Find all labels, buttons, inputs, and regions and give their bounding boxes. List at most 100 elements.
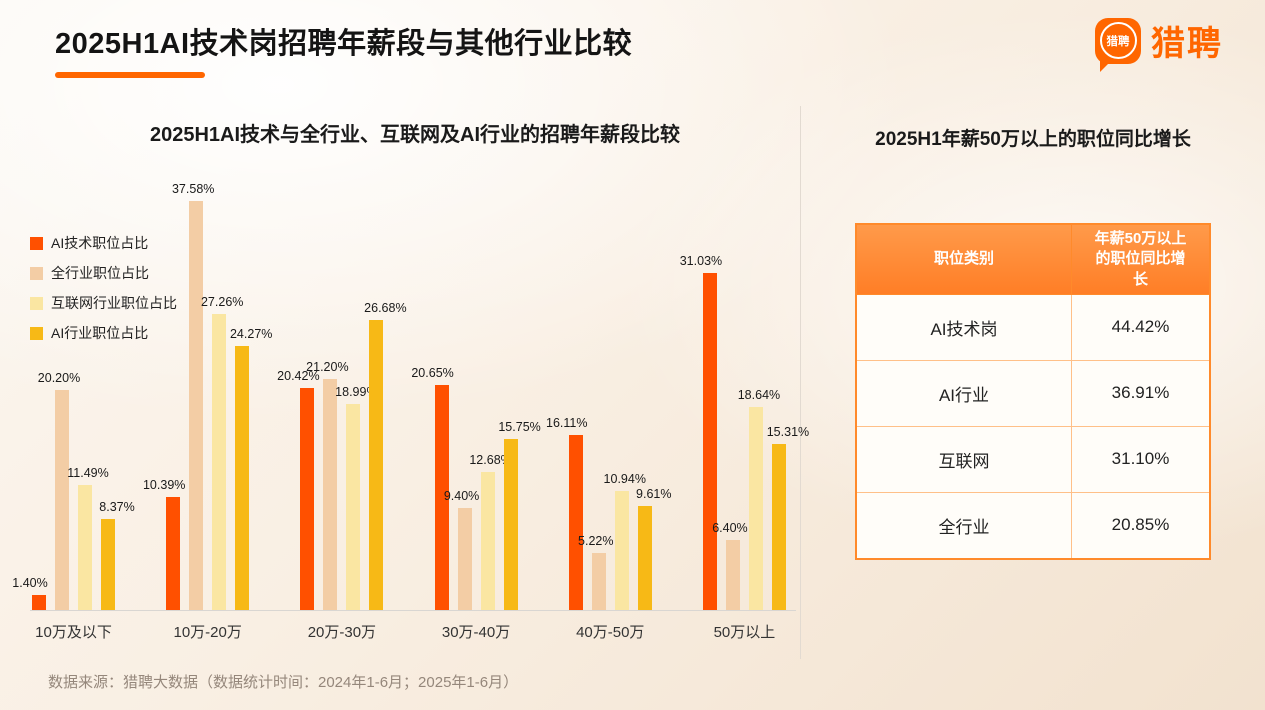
legend-item: AI技术职位占比 <box>30 233 177 253</box>
bar-series-3: 15.31% <box>767 425 809 610</box>
bar-series-2: 18.99% <box>335 385 378 610</box>
category-label: 30万-40万 <box>441 624 511 641</box>
bar-value-label: 16.11% <box>546 415 588 430</box>
bar-value-label: 31.03% <box>679 253 723 268</box>
bar-series-1: 5.22% <box>578 534 613 610</box>
legend-label: 全行业职位占比 <box>51 265 149 281</box>
bar-series-1: 9.40% <box>444 489 479 610</box>
bar-value-label: 9.40% <box>443 488 480 503</box>
category-label: 10万及以下 <box>35 624 112 641</box>
legend-swatch <box>30 296 43 310</box>
bar-value-label: 15.75% <box>498 419 541 434</box>
chart-legend: AI技术职位占比 全行业职位占比互联网行业职位占比 AI行业职位占比 <box>30 233 177 343</box>
bar-value-label: 21.20% <box>306 360 349 375</box>
bar-value-label: 20.20% <box>37 371 81 386</box>
growth-table: 职位类别 年薪50万以上的职位同比增长 AI技术岗 44.42% AI行业 36.91… <box>855 223 1211 560</box>
x-axis-line <box>30 610 796 611</box>
bar-value-label: 8.37% <box>99 500 135 514</box>
category-label: 20万-30万 <box>307 624 377 641</box>
bar-series-3: 15.75% <box>498 420 541 610</box>
bar-series-0: 31.03% <box>680 254 722 610</box>
section-divider <box>800 106 801 659</box>
row-label: AI技术岗 <box>855 293 1072 361</box>
bar-series-2: 18.64% <box>738 388 780 610</box>
logo-icon-text: 猎聘 <box>1106 35 1130 48</box>
bar-group: 31.03% 6.40% 18.64% 15.31% 50万以上 <box>680 175 809 642</box>
table-row: AI技术岗 44.42% <box>855 293 1211 361</box>
bar-value-label: 20.65% <box>411 366 454 381</box>
legend-label: AI技术职位占比 <box>51 235 149 251</box>
bar-group: 20.42% 21.20% 18.99% 26.68% 20万-30万 <box>277 175 407 642</box>
bar-series-3: 26.68% <box>364 301 407 610</box>
row-value: 36.91% <box>1071 359 1211 427</box>
chart-plot-area: 1.40% 20.20% 11.49% 8.37% 10万及以下 10.39% 37.58%… <box>12 175 809 642</box>
bar-value-label: 18.99% <box>335 384 378 399</box>
bar-value-label: 15.31% <box>766 424 810 439</box>
bar-series-3: 24.27% <box>230 327 272 610</box>
table-row: AI行业 36.91% <box>855 359 1211 427</box>
row-label: 互联网 <box>855 425 1072 493</box>
bar-value-label: 9.61% <box>636 486 672 501</box>
legend-swatch <box>30 236 43 250</box>
bar-series-0: 16.11% <box>546 416 587 610</box>
bar-chart: AI技术职位占比 全行业职位占比互联网行业职位占比 AI行业职位占比 1.40% 20… <box>12 175 809 642</box>
bar-group: 16.11% 5.22% 10.94% 9.61% 40万-50万 <box>546 175 671 642</box>
page-header: 2025H1AI技术岗招聘年薪段与其他行业比较 <box>55 20 632 78</box>
bar-groups: 1.40% 20.20% 11.49% 8.37% 10万及以下 10.39% 37.58%… <box>12 175 809 642</box>
growth-table-section: 2025H1年薪50万以上的职位同比增长 职位类别 年薪50万以上的职位同比增长… <box>801 100 1265 659</box>
bar-series-1: 6.40% <box>712 521 748 610</box>
bar-value-label: 24.27% <box>229 327 273 342</box>
bar-value-label: 6.40% <box>712 521 748 536</box>
category-label: 50万以上 <box>713 624 776 641</box>
bar-value-label: 11.49% <box>67 466 109 480</box>
row-value: 44.42% <box>1071 293 1211 361</box>
bar-series-1: 20.20% <box>38 371 80 610</box>
table-row: 互联网 31.10% <box>855 425 1211 493</box>
data-source: 数据来源：猎聘大数据（数据统计时间：2024年1-6月；2025年1-6月） <box>48 674 519 691</box>
bar-value-label: 20.42% <box>277 368 320 383</box>
category-label: 10万-20万 <box>173 624 242 641</box>
salary-chart-section: 2025H1AI技术与全行业、互联网及AI行业的招聘年薪段比较 AI技术职位占比… <box>0 100 809 659</box>
category-label: 40万-50万 <box>576 624 645 641</box>
chart-title: 2025H1AI技术与全行业、互联网及AI行业的招聘年薪段比较 <box>149 124 681 146</box>
legend-item: AI行业职位占比 <box>30 323 177 343</box>
legend-item: 互联网行业职位占比 <box>30 293 177 313</box>
bar-series-2: 27.26% <box>201 295 243 610</box>
legend-label: 互联网行业职位占比 <box>51 295 177 311</box>
bar-series-0: 10.39% <box>143 478 185 610</box>
table-title: 2025H1年薪50万以上的职位同比增长 <box>875 129 1191 150</box>
logo-ring: 猎聘 <box>1099 22 1137 59</box>
table-header-growth: 年薪50万以上的职位同比增长 <box>1071 223 1211 295</box>
bar-series-2: 11.49% <box>67 466 109 610</box>
table-header-row: 职位类别 年薪50万以上的职位同比增长 <box>855 223 1211 295</box>
bar-group: 1.40% 20.20% 11.49% 8.37% 10万及以下 <box>12 175 135 642</box>
bar-series-3: 8.37% <box>99 500 135 610</box>
liepin-logo: 猎聘 猎聘 <box>1095 16 1223 72</box>
row-label: 全行业 <box>855 491 1072 560</box>
brand-name: 猎聘 <box>1151 25 1223 63</box>
bar-value-label: 10.39% <box>142 478 186 492</box>
bar-value-label: 5.22% <box>578 534 614 549</box>
bar-group: 10.39% 37.58% 27.26% 24.27% 10万-20万 <box>143 175 272 642</box>
bar-value-label: 10.94% <box>603 472 646 486</box>
bar-value-label: 37.58% <box>171 182 215 197</box>
main-content: 2025H1AI技术与全行业、互联网及AI行业的招聘年薪段比较 AI技术职位占比… <box>0 100 1265 659</box>
bar-value-label: 12.68% <box>469 453 512 468</box>
legend-swatch <box>30 326 43 340</box>
bar-value-label: 1.40% <box>12 575 48 590</box>
table-header-position-type: 职位类别 <box>855 223 1072 295</box>
bar-series-1: 21.20% <box>306 360 349 610</box>
bar-series-2: 10.94% <box>604 472 646 610</box>
bar-series-0: 20.65% <box>411 366 454 610</box>
bar-series-3: 9.61% <box>636 487 671 610</box>
row-value: 31.10% <box>1071 425 1211 493</box>
bar-series-2: 12.68% <box>469 453 512 610</box>
bar-series-1: 37.58% <box>172 182 214 610</box>
legend-swatch <box>30 266 43 280</box>
bar-group: 20.65% 9.40% 12.68% 15.75% 30万-40万 <box>411 175 541 642</box>
legend-label: AI行业职位占比 <box>51 325 149 341</box>
bar-value-label: 18.64% <box>737 388 781 403</box>
bar-series-0: 1.40% <box>12 576 48 610</box>
bar-value-label: 26.68% <box>364 300 407 315</box>
bar-series-0: 20.42% <box>277 369 320 610</box>
